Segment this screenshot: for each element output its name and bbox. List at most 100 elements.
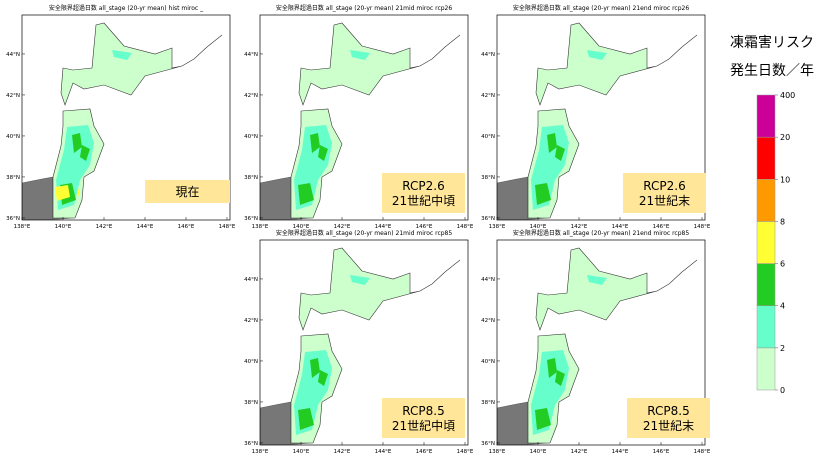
scenario-label: RCP2.6 [402, 179, 444, 193]
lon-tick-label: 146°E [416, 224, 433, 230]
lat-tick-label: 42°N [6, 93, 20, 99]
lat-tick-label: 38°N [6, 175, 20, 181]
lon-tick-label: 142°E [571, 224, 588, 230]
scenario-label: RCP8.5 [647, 404, 689, 418]
lat-tick-label: 38°N [244, 400, 258, 406]
lat-tick-label: 40°N [6, 134, 20, 140]
lon-tick-label: 138°E [252, 449, 269, 455]
lat-tick-label: 40°N [244, 134, 258, 140]
lon-tick-label: 144°E [612, 224, 629, 230]
panel-title: 安全限界超過日数 all_stage (20-yr mean) 21end mi… [513, 4, 690, 12]
colorbar-segment [756, 136, 776, 180]
lon-tick-label: 148°E [694, 224, 711, 230]
lon-tick-label: 140°E [530, 449, 547, 455]
map-frame [21, 14, 231, 221]
scenario-box [627, 398, 710, 438]
lat-tick-label: 44°N [481, 52, 495, 58]
lat-tick-label: 36°N [481, 441, 495, 447]
lon-tick-label: 138°E [252, 224, 269, 230]
lat-tick-label: 38°N [481, 400, 495, 406]
lon-tick-label: 140°E [530, 224, 547, 230]
panel-title: 安全限界超過日数 all_stage (20-yr mean) 21mid mi… [276, 229, 453, 237]
scenario-box [382, 398, 465, 438]
lon-tick-label: 146°E [653, 449, 670, 455]
lat-tick-label: 44°N [244, 52, 258, 58]
lat-tick-label: 44°N [481, 277, 495, 283]
map-panel: 安全限界超過日数 all_stage (20-yr mean) 21mid mi… [244, 229, 474, 455]
colorbar-segment [756, 221, 776, 264]
lon-tick-label: 142°E [334, 224, 351, 230]
lat-tick-label: 44°N [244, 277, 258, 283]
colorbar-tick-label: 0 [780, 386, 785, 395]
lon-tick-label: 144°E [375, 224, 392, 230]
colorbar-segment [756, 305, 776, 349]
lat-tick-label: 36°N [244, 216, 258, 222]
lon-tick-label: 148°E [457, 224, 474, 230]
lat-tick-label: 42°N [481, 93, 495, 99]
lon-tick-label: 142°E [96, 224, 113, 230]
colorbar-segment [756, 179, 776, 222]
map-panel: 安全限界超過日数 all_stage (20-yr mean) hist mir… [6, 4, 236, 230]
colorbar-tick-label: 8 [780, 217, 785, 226]
map-frame [259, 239, 469, 446]
lat-tick-label: 42°N [481, 318, 495, 324]
scenario-box [145, 180, 230, 203]
scenario-label: 21世紀中頃 [392, 418, 455, 433]
legend-title: 凍霜害リスク [730, 35, 814, 51]
colorbar-tick-label: 20 [780, 133, 790, 142]
lon-tick-label: 140°E [55, 224, 72, 230]
lat-tick-label: 40°N [481, 134, 495, 140]
colorbar-tick-label: 2 [780, 344, 785, 353]
map-panel: 安全限界超過日数 all_stage (20-yr mean) 21end mi… [481, 229, 711, 455]
scenario-label: 21世紀末 [639, 194, 690, 208]
scenario-label: 21世紀末 [643, 419, 694, 433]
lat-tick-label: 42°N [244, 93, 258, 99]
map-frame [496, 239, 706, 446]
colorbar-segment [756, 347, 776, 391]
lat-tick-label: 36°N [481, 216, 495, 222]
lon-tick-label: 138°E [14, 224, 31, 230]
colorbar-segment [756, 263, 776, 306]
panel-title: 安全限界超過日数 all_stage (20-yr mean) hist mir… [49, 4, 204, 12]
panel-title: 安全限界超過日数 all_stage (20-yr mean) 21end mi… [513, 229, 690, 237]
panel-title: 安全限界超過日数 all_stage (20-yr mean) 21mid mi… [276, 4, 453, 12]
lon-tick-label: 138°E [489, 449, 506, 455]
colorbar-tick-label: 6 [780, 260, 785, 269]
scenario-box [623, 173, 706, 213]
lat-tick-label: 40°N [481, 359, 495, 365]
lon-tick-label: 144°E [612, 449, 629, 455]
lon-tick-label: 142°E [571, 449, 588, 455]
lon-tick-label: 140°E [293, 449, 310, 455]
lat-tick-label: 38°N [244, 175, 258, 181]
lon-tick-label: 146°E [178, 224, 195, 230]
scenario-label: 現在 [175, 185, 199, 199]
map-frame [496, 14, 706, 221]
scenario-label: RCP8.5 [402, 404, 444, 418]
lon-tick-label: 140°E [293, 224, 310, 230]
scenario-label: RCP2.6 [643, 179, 685, 193]
map-panel: 安全限界超過日数 all_stage (20-yr mean) 21end mi… [481, 4, 711, 230]
lat-tick-label: 44°N [6, 52, 20, 58]
lat-tick-label: 36°N [6, 216, 20, 222]
legend-title: 発生日数／年 [730, 63, 814, 79]
colorbar-tick-label: 400 [780, 91, 795, 100]
lon-tick-label: 144°E [137, 224, 154, 230]
map-panel: 安全限界超過日数 all_stage (20-yr mean) 21mid mi… [244, 4, 474, 230]
colorbar-tick-label: 10 [780, 175, 790, 184]
lon-tick-label: 144°E [375, 449, 392, 455]
lat-tick-label: 36°N [244, 441, 258, 447]
lon-tick-label: 148°E [219, 224, 236, 230]
lon-tick-label: 148°E [694, 449, 711, 455]
lon-tick-label: 142°E [334, 449, 351, 455]
scenario-box [382, 173, 465, 213]
lon-tick-label: 148°E [457, 449, 474, 455]
lon-tick-label: 146°E [416, 449, 433, 455]
lon-tick-label: 138°E [489, 224, 506, 230]
map-frame [259, 14, 469, 221]
colorbar-segment [756, 94, 776, 138]
lat-tick-label: 42°N [244, 318, 258, 324]
colorbar-tick-label: 4 [780, 302, 785, 311]
lat-tick-label: 38°N [481, 175, 495, 181]
lat-tick-label: 40°N [244, 359, 258, 365]
